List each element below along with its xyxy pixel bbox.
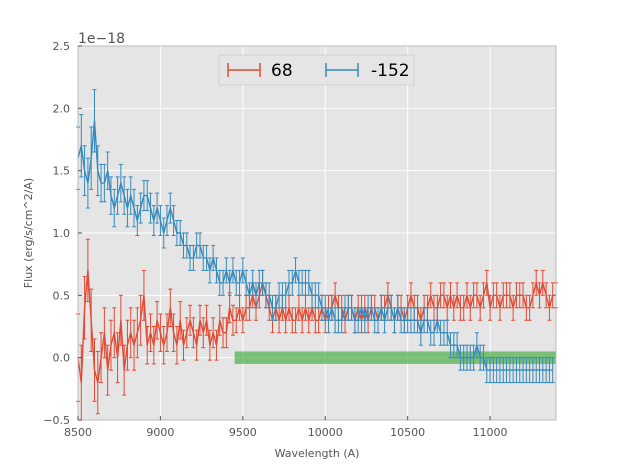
y-tick-label: 0.0 (53, 352, 71, 365)
y-tick-label: 2.0 (53, 102, 71, 115)
y-tick-label: −0.5 (43, 414, 70, 427)
y-axis-label: Flux (erg/s/cm^2/A) (22, 178, 35, 288)
y-tick-label: 1.0 (53, 227, 71, 240)
series-line (77, 120, 553, 371)
x-tick-label: 10000 (308, 426, 343, 439)
legend: 68 -152 (218, 54, 415, 86)
series-line (77, 270, 556, 383)
x-tick-label: 10500 (390, 426, 425, 439)
shaded-band (234, 351, 556, 364)
y-scale-label: 1e−18 (78, 31, 125, 47)
series-layer (76, 89, 558, 421)
shaded-band-layer (234, 351, 556, 364)
y-tick-label: 2.5 (53, 40, 71, 53)
x-tick-label: 9500 (229, 426, 257, 439)
x-axis-label: Wavelength (A) (275, 447, 360, 460)
x-tick-label: 11000 (473, 426, 508, 439)
legend-label: -152 (371, 61, 410, 81)
y-tick-label: 0.5 (53, 289, 71, 302)
x-tick-label: 8500 (64, 426, 92, 439)
legend-label: 68 (271, 61, 293, 81)
x-tick-label: 9000 (146, 426, 174, 439)
axes-layer: 8500 9000 9500 10000 10500 11000 −0.5 0.0 0.5 1.0… (43, 40, 557, 439)
series-2 (76, 89, 555, 384)
y-tick-label: 1.5 (53, 165, 71, 178)
